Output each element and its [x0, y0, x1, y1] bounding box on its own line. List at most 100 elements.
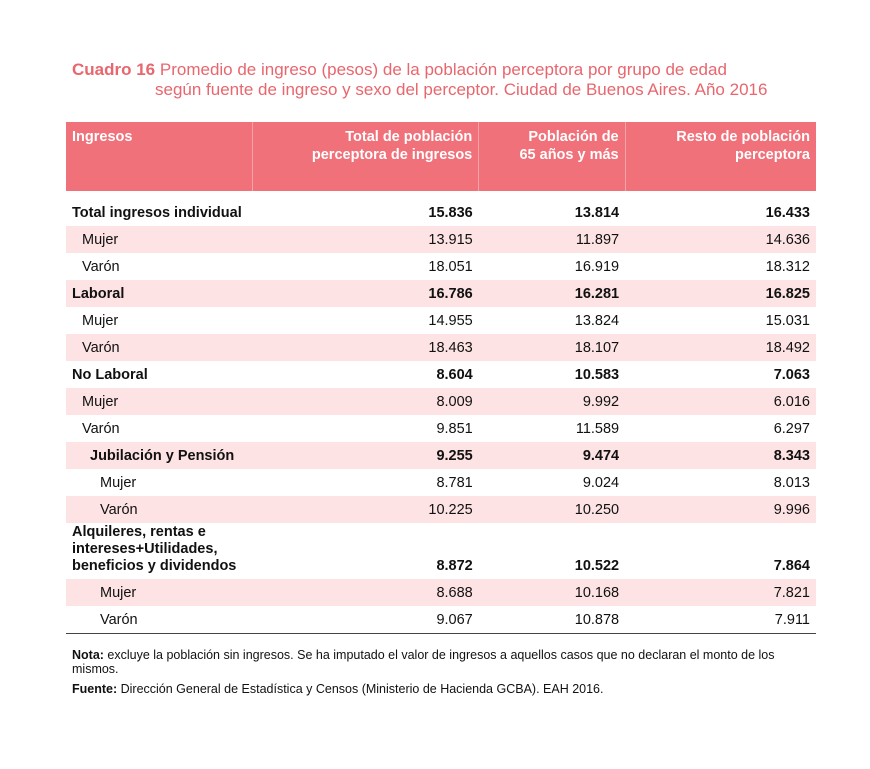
cell-resto: 15.031 [765, 312, 810, 329]
cell-65: 9.474 [478, 442, 626, 469]
row-label: Varón [82, 258, 120, 275]
table-title: Cuadro 16 Promedio de ingreso (pesos) de… [72, 60, 832, 100]
table-row: Mujer 8.781 9.024 8.013 [66, 469, 816, 496]
cell-total: 15.836 [428, 204, 473, 221]
cell-resto: 7.821 [625, 579, 816, 606]
cell-total: 13.915 [252, 226, 479, 253]
cell-65: 9.024 [582, 474, 620, 491]
row-label: Jubilación y Pensión [66, 442, 253, 469]
nota-text: excluye la población sin ingresos. Se ha… [72, 648, 775, 676]
cell-65: 11.589 [575, 420, 620, 437]
row-label: Varón [66, 496, 253, 523]
row-label: Laboral [66, 280, 253, 307]
cell-65: 11.897 [478, 226, 626, 253]
table-row: Varón 9.851 11.589 6.297 [66, 415, 816, 442]
row-label: Varón [66, 606, 253, 634]
row-label: No Laboral [72, 366, 148, 383]
cell-resto: 7.063 [773, 366, 810, 383]
row-label-line3: beneficios y dividendos [72, 558, 237, 574]
income-table: Ingresos Total de población perceptora d… [66, 122, 816, 634]
title-text-2: según fuente de ingreso y sexo del perce… [155, 80, 768, 99]
header-ingresos: Ingresos [66, 122, 253, 191]
cell-65: 9.992 [478, 388, 626, 415]
row-label: Varón [66, 334, 253, 361]
cell-total: 14.955 [428, 312, 473, 329]
header-total-line2: perceptora de ingresos [311, 147, 473, 163]
row-label: Mujer [82, 312, 119, 329]
table-row: Varón 18.463 18.107 18.492 [66, 334, 816, 361]
cell-total: 9.067 [252, 606, 479, 634]
cell-total: 8.604 [436, 366, 473, 383]
cell-65: 10.250 [478, 496, 626, 523]
fuente-text: Dirección General de Estadística y Censo… [117, 682, 604, 696]
table-row: Total ingresos individual 15.836 13.814 … [66, 199, 816, 226]
header-65-line1: Población de [528, 129, 619, 145]
cell-resto: 7.864 [773, 558, 810, 574]
cell-65: 10.168 [478, 579, 626, 606]
cell-65: 10.583 [574, 366, 620, 383]
cell-65: 13.814 [574, 204, 620, 221]
title-line-1: Cuadro 16 Promedio de ingreso (pesos) de… [72, 60, 832, 80]
row-label: Mujer [66, 226, 253, 253]
table-row: Jubilación y Pensión 9.255 9.474 8.343 [66, 442, 816, 469]
cell-total: 8.009 [252, 388, 479, 415]
fuente: Fuente: Dirección General de Estadística… [72, 682, 822, 696]
row-label-line1: Alquileres, rentas e [72, 524, 206, 540]
cell-resto: 7.911 [625, 606, 816, 634]
cell-total: 9.851 [436, 420, 473, 437]
header-resto-line2: perceptora [735, 147, 810, 163]
header-total: Total de población perceptora de ingreso… [252, 122, 480, 191]
nota: Nota: excluye la población sin ingresos.… [72, 648, 822, 676]
row-label-line2: intereses+Utilidades, [72, 541, 218, 557]
cell-resto: 8.013 [773, 474, 810, 491]
table-row: Mujer 8.009 9.992 6.016 [66, 388, 816, 415]
cell-resto: 8.343 [625, 442, 816, 469]
cell-resto: 6.016 [625, 388, 816, 415]
cell-resto: 16.433 [765, 204, 810, 221]
table-header-row: Ingresos Total de población perceptora d… [66, 122, 816, 191]
cell-total: 10.225 [252, 496, 479, 523]
row-label: Mujer [66, 579, 253, 606]
cell-65: 16.281 [478, 280, 626, 307]
cell-resto: 9.996 [625, 496, 816, 523]
title-text-1: Promedio de ingreso (pesos) de la poblac… [159, 60, 727, 79]
header-resto-line1: Resto de población [676, 129, 810, 145]
row-label: Mujer [100, 474, 137, 491]
cell-65: 13.824 [574, 312, 620, 329]
cell-resto: 6.297 [773, 420, 810, 437]
table-row: Mujer 8.688 10.168 7.821 [66, 579, 816, 606]
cell-resto: 14.636 [625, 226, 816, 253]
row-label: Mujer [66, 388, 253, 415]
header-65-line2: 65 años y más [519, 147, 619, 163]
cell-65: 16.919 [574, 258, 620, 275]
row-label: Alquileres, rentas e intereses+Utilidade… [66, 523, 253, 579]
row-label: Total ingresos individual [72, 204, 242, 221]
fuente-label: Fuente: [72, 682, 118, 696]
cell-resto: 18.492 [625, 334, 816, 361]
nota-label: Nota: [72, 648, 104, 662]
table-row: Mujer 13.915 11.897 14.636 [66, 226, 816, 253]
cell-total: 8.781 [436, 474, 473, 491]
cell-total: 8.688 [252, 579, 479, 606]
cell-resto: 16.825 [625, 280, 816, 307]
cell-65: 10.878 [478, 606, 626, 634]
header-total-line1: Total de población [345, 129, 473, 145]
table-row: Mujer 14.955 13.824 15.031 [66, 307, 816, 334]
table-row: Alquileres, rentas e intereses+Utilidade… [66, 523, 816, 579]
cell-total: 16.786 [252, 280, 479, 307]
table-row: No Laboral 8.604 10.583 7.063 [66, 361, 816, 388]
table-row: Varón 10.225 10.250 9.996 [66, 496, 816, 523]
cell-65: 18.107 [478, 334, 626, 361]
table-row: Varón 9.067 10.878 7.911 [66, 606, 816, 634]
cell-resto: 18.312 [765, 258, 810, 275]
table-notes: Nota: excluye la población sin ingresos.… [72, 648, 822, 702]
table-row: Varón 18.051 16.919 18.312 [66, 253, 816, 280]
table-row: Laboral 16.786 16.281 16.825 [66, 280, 816, 307]
cell-total: 18.051 [428, 258, 473, 275]
cell-65: 10.522 [574, 558, 620, 574]
title-label: Cuadro 16 [72, 60, 156, 79]
cell-total: 18.463 [252, 334, 479, 361]
row-label: Varón [82, 420, 120, 437]
cell-total: 9.255 [252, 442, 479, 469]
header-resto: Resto de población perceptora [625, 122, 816, 191]
